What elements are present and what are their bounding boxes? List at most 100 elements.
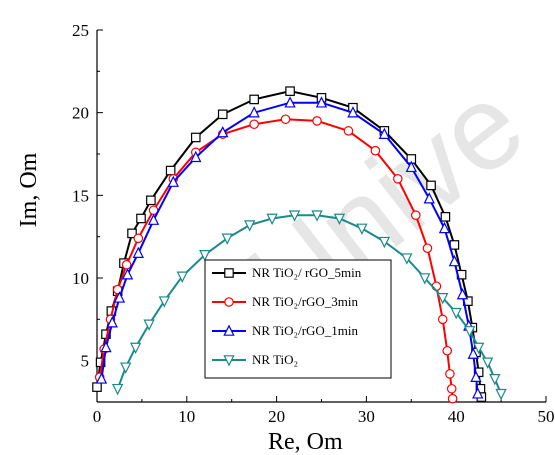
data-point [356,223,368,235]
data-point [248,106,260,118]
y-tick-label: 25 [72,21,89,40]
x-tick-label: 40 [448,407,465,426]
data-point [347,106,359,118]
data-point [92,382,102,392]
legend-marker [223,355,235,367]
data-point [113,291,126,303]
data-point [190,132,201,143]
data-point [284,96,296,108]
data-point [315,96,328,108]
data-point [489,374,501,386]
legend-label: NR TiO₂/rGO_3min [252,294,359,309]
data-point [111,383,124,396]
legend: NR TiO₂/ rGO_5min NR TiO₂/rGO_3min NR TiO₂… [204,259,392,379]
data-point [437,293,449,305]
data-point [472,342,485,354]
data-point [472,387,484,399]
legend-label: NR TiO₂ [252,352,298,367]
data-point [450,307,462,320]
data-point [311,210,323,222]
data-point [285,86,295,96]
data-point [481,357,494,369]
data-point [147,213,160,225]
data-point [136,213,146,224]
x-tick-label: 0 [93,407,102,426]
data-point [280,114,291,125]
data-point [467,347,479,359]
data-point [448,254,461,267]
data-point [121,259,132,270]
y-tick-label: 15 [72,186,89,205]
series-nr-tio-rgo-1min [95,96,484,399]
data-point [132,246,144,258]
data-point [120,362,132,374]
data-point [370,145,381,156]
legend-item: NR TiO₂/rGO_1min [212,323,359,338]
data-point [442,345,453,356]
data-point [266,213,278,226]
data-point [249,119,259,130]
series-nr-tio [111,210,507,401]
x-tick-label: 20 [268,407,285,426]
data-point [129,342,142,354]
axes: 0 10 20 30 40 50 5 10 15 20 25 [72,21,555,426]
data-point [446,383,457,394]
data-point [456,287,469,300]
data-point [221,233,233,245]
legend-item: NR TiO₂/ rGO_5min [212,265,362,280]
data-point [495,388,507,401]
data-point [423,192,435,204]
data-point [449,240,460,250]
data-point [410,210,421,220]
data-point [249,94,259,105]
data-point [217,125,229,138]
data-point [401,253,413,265]
data-point [165,165,176,176]
y-tick-label: 10 [72,269,89,288]
series-line [96,90,483,398]
data-point [378,127,391,139]
data-point [463,326,476,338]
data-point [176,271,188,283]
data-point [167,175,180,187]
data-point [405,160,417,173]
y-tick-label: 5 [81,352,90,371]
data-point [95,372,108,384]
data-point [243,220,256,232]
data-point [438,221,451,234]
data-point [333,213,346,226]
data-point [217,109,228,120]
data-point [143,319,155,331]
data-point [312,116,322,126]
data-point [419,273,431,285]
data-point [447,393,458,404]
series-layer [92,86,507,404]
legend-marker [224,297,234,307]
legend-item: NR TiO₂/rGO_3min [212,294,359,309]
data-point [470,370,482,382]
x-tick-label: 50 [538,407,555,426]
data-point [393,174,403,184]
series-nr-tio-rgo-3min [94,114,458,404]
data-point [121,268,134,280]
data-point [158,296,171,308]
legend-label: NR TiO₂/ rGO_5min [252,265,362,280]
data-point [146,195,156,206]
data-point [133,233,144,244]
x-tick-label: 30 [358,407,375,426]
data-point [422,243,433,254]
data-point [190,150,202,163]
legend-marker [224,268,234,278]
legend-box [204,259,392,379]
data-point [426,180,436,191]
data-point [343,126,354,136]
y-axis-title: Im, Om [16,152,42,227]
x-tick-label: 10 [178,407,195,426]
data-point [378,236,391,249]
legend-marker [223,324,235,336]
data-point [199,250,211,262]
data-point [445,369,455,379]
data-point [288,210,301,222]
data-point [440,212,451,222]
y-tick-label: 20 [72,104,89,123]
